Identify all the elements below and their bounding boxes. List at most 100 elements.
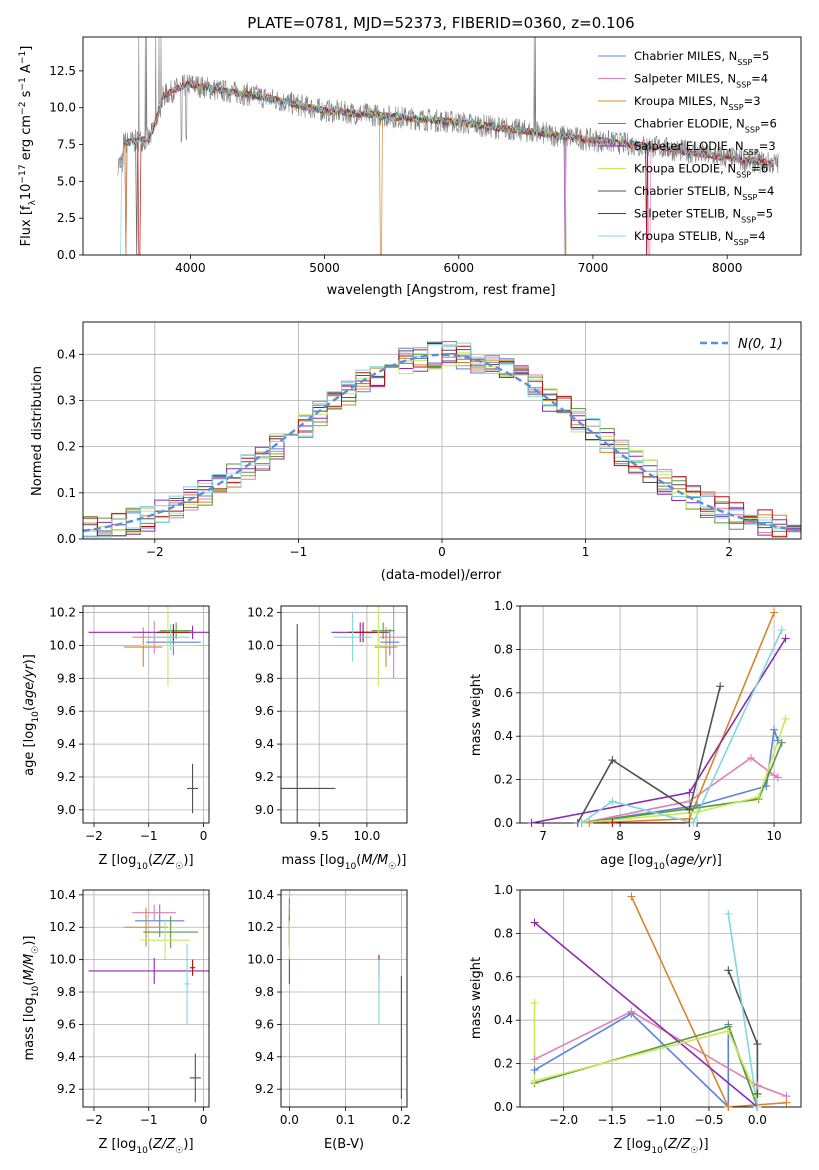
weight-vs-z-marker [627,892,636,901]
weight-vs-z-xlabel: Z [log10(Z/Z☉)] [613,1137,708,1156]
weight-vs-z-marker [724,966,733,975]
spectrum-legend-label: Salpeter STELIB, NSSP=5 [634,207,773,225]
residuals-ytick-label: 0.0 [57,532,76,546]
mass-vs-EBV-ytick-label: 9.4 [255,1050,274,1064]
residuals-xtick-label: −1 [290,545,308,559]
mass-vs-Z-ytick-label: 9.6 [57,1017,76,1031]
weight-vs-age-marker [608,819,617,827]
spectrum-ytick-label: 0.0 [57,248,76,262]
weight-vs-Z-ytick-label: 0.8 [494,926,513,940]
spectrum-ylabel: Flux [fλ10−17 erg cm−2 s−1 A−1] [18,46,38,247]
weight-vs-age-ytick-label: 0.6 [494,686,513,700]
weight-vs-Z-xtick-label: 0.0 [748,1113,767,1127]
spectrum-xtick-label: 6000 [444,261,475,275]
weight-vs-age-marker [685,788,694,797]
spectrum-legend-label: Chabrier MILES, NSSP=5 [634,49,769,67]
weight-vs-age-marker [608,756,617,765]
age-vs-Z-xtick-label: −1 [140,829,158,843]
age-vs-Z-ytick-label: 9.2 [57,770,76,784]
weight-vs-Z-xtick-label: −2.0 [549,1113,578,1127]
mass-vs-EBV-plot-area [288,898,402,1099]
mass-vs-EBV-ytick-label: 9.6 [255,1017,274,1031]
residuals-ytick-label: 0.2 [57,440,76,454]
spectrum-legend-label: Kroupa STELIB, NSSP=4 [634,229,766,247]
weight-vs-age-line [581,729,779,823]
spectrum-legend-label: Kroupa ELODIE, NSSP=6 [634,162,768,180]
age-vs-Z-ytick-label: 9.6 [57,704,76,718]
age-vs-mass-xtick-label: 10.0 [354,829,381,843]
age-vs-Z-xtick-label: −2 [85,829,103,843]
residuals-ytick-label: 0.3 [57,393,76,407]
weight-vs-z-ylabel: mass weight [469,957,484,1039]
spectrum-plot-area [117,37,779,255]
weight-vs-age-line [576,686,721,823]
residual-hist-chabrier-stelib [83,341,801,537]
mass-vs-Z-ytick-label: 9.4 [57,1050,76,1064]
residual-xlabel: (data-model)/error [381,568,502,583]
weight-vs-age-xtick-label: 9 [693,829,701,843]
weight-vs-age-xtick-label: 7 [539,829,547,843]
weight-vs-age-plot-area [531,612,787,823]
weight-vs-z-line [533,1002,759,1097]
mass-vs-Z-ytick-label: 9.8 [57,985,76,999]
spectrum-xtick-label: 8000 [712,261,743,275]
weight-vs-z-marker [724,909,733,918]
weight-vs-z-line [630,896,787,1107]
age-vs-mass-ytick-label: 10.2 [247,606,274,620]
weight-vs-z-line [534,1025,759,1107]
weight-vs-age-marker [689,819,698,827]
weight-vs-z-marker [753,1103,762,1111]
spectrum-model-kroupa-stelib [120,80,774,255]
age-vs-z-xlabel: Z [log10(Z/Z☉)] [98,853,193,872]
spectrum-ytick-label: 2.5 [57,211,76,225]
spectrum-ytick-label: 10.0 [49,101,76,115]
spectrum-model-salpeter-elodie [190,80,567,255]
residuals-frame [82,321,802,540]
weight-vs-age-marker [762,782,771,791]
mass-vs-EBV-xtick-label: 0.0 [280,1113,299,1127]
age-vs-mass-ytick-label: 9.2 [255,770,274,784]
weight-vs-age-marker [770,608,779,617]
weight-vs-age-marker [773,773,782,782]
spectrum-xtick-label: 5000 [309,261,340,275]
spectrum-xtick-label: 4000 [175,261,206,275]
age-vs-z-ylabel: age [log10(age/yr)] [22,654,41,776]
mass-vs-EBV-ytick-label: 9.8 [255,985,274,999]
mass-vs-Z-xtick-label: −1 [140,1113,158,1127]
residuals-xtick-label: 2 [725,545,733,559]
mass-vs-z-xlabel: Z [log10(Z/Z☉)] [98,1137,193,1156]
weight-vs-z-marker [530,998,539,1007]
weight-vs-age-marker [777,625,786,634]
spectrum-legend-label: Kroupa MILES, NSSP=3 [634,94,761,112]
residual-gaussian-curve [83,353,801,533]
age-vs-Z-frame [82,605,210,824]
weight-vs-Z-frame [519,889,802,1108]
weight-vs-age-marker [770,725,779,734]
age-vs-Z-ytick-label: 10.0 [49,638,76,652]
mass-vs-Z-xtick-label: 0 [200,1113,208,1127]
weight-vs-z-marker [724,1103,733,1111]
weight-vs-age-ytick-label: 0.4 [494,729,513,743]
age-vs-mass-ytick-label: 9.4 [255,737,274,751]
age-vs-mass-frame [280,605,408,824]
weight-vs-z-marker [753,1081,762,1090]
residual-legend-label: N(0, 1) [738,337,783,352]
spectrum-legend-label: Chabrier ELODIE, NSSP=6 [634,117,777,135]
weight-vs-age-line [531,638,787,823]
weight-vs-age-ytick-label: 0.2 [494,773,513,787]
weight-vs-z-line [534,1010,787,1097]
weight-vs-age-marker [685,797,694,806]
weight-vs-z-line [533,921,758,1107]
weight-vs-z-marker [530,1076,539,1085]
age-vs-mass-ytick-label: 9.8 [255,671,274,685]
weight-vs-z-marker [530,1066,539,1075]
residuals-plot-area [83,341,801,538]
spectrum-xtick-label: 7000 [578,261,609,275]
mass-vs-Z-frame [82,889,210,1108]
mass-vs-EBV-ytick-label: 10.2 [247,920,274,934]
spectrum-ytick-label: 5.0 [57,174,76,188]
weight-vs-age-line [581,629,783,823]
weight-vs-age-marker [585,819,594,827]
weight-vs-z-line [727,913,759,1107]
